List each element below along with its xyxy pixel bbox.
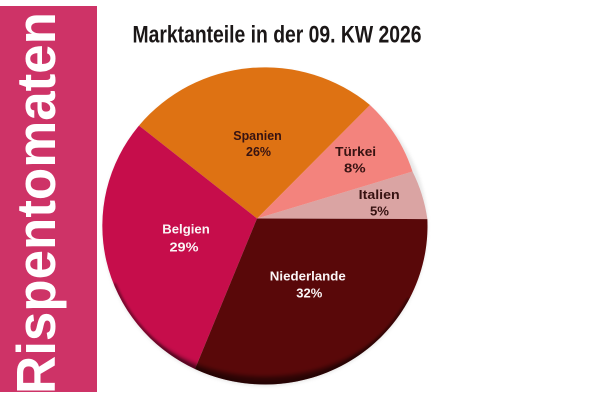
svg-text:5%: 5% — [370, 204, 389, 219]
svg-text:Niederlande: Niederlande — [270, 268, 346, 283]
svg-text:8%: 8% — [344, 161, 366, 176]
svg-text:32%: 32% — [296, 285, 322, 300]
svg-text:29%: 29% — [170, 239, 199, 254]
svg-text:Belgien: Belgien — [162, 222, 210, 237]
svg-text:Marktanteile in der 09. KW 202: Marktanteile in der 09. KW 2026 — [133, 23, 422, 49]
svg-text:26%: 26% — [246, 144, 271, 159]
svg-text:Rispentomaten: Rispentomaten — [6, 12, 67, 394]
svg-text:Italien: Italien — [359, 187, 400, 202]
svg-text:Türkei: Türkei — [335, 144, 376, 159]
svg-text:Spanien: Spanien — [233, 128, 282, 143]
